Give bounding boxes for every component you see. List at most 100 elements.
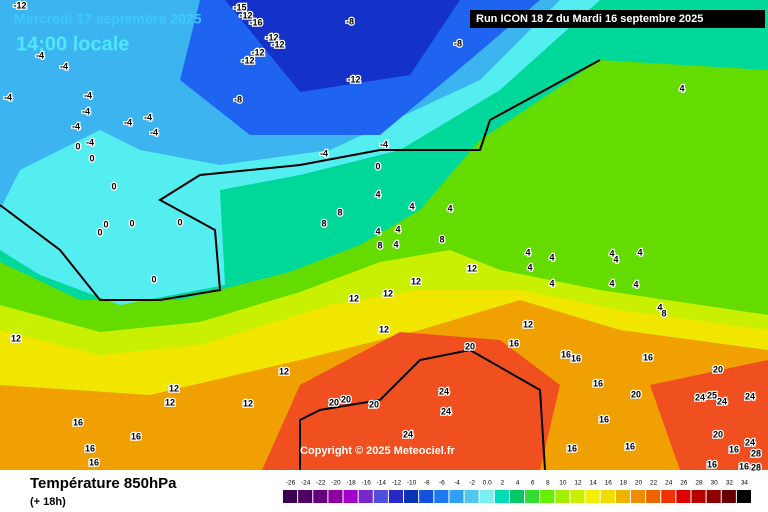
isotherm-line — [0, 59, 601, 301]
temperature-label: -4 — [72, 121, 80, 131]
scale-swatch — [298, 490, 313, 503]
temperature-label: -4 — [86, 137, 94, 147]
scale-label: 14 — [590, 480, 598, 487]
temperature-label: -12 — [251, 47, 264, 57]
temperature-label: 4 — [447, 203, 452, 213]
temperature-label: 16 — [729, 444, 739, 454]
temperature-label: 20 — [341, 394, 351, 404]
color-scale: -26 -24 -22 -20 -18 -16 -14 -12 -10 -8 -6 -4 -2 0.0 2 4… — [283, 480, 751, 503]
temperature-label: -4 — [4, 92, 12, 102]
scale-swatch — [328, 490, 343, 503]
scale-swatch — [661, 490, 676, 503]
temperature-label: 16 — [567, 443, 577, 453]
temperature-label: 25 — [707, 390, 717, 400]
scale-swatch — [283, 490, 298, 503]
temperature-label: 4 — [613, 254, 618, 264]
scale-label: 22 — [650, 480, 658, 487]
temperature-label: 0 — [375, 161, 380, 171]
temperature-label: -15 — [233, 2, 246, 12]
temperature-label: 12 — [383, 288, 393, 298]
scale-swatch — [706, 490, 721, 503]
temperature-label: 16 — [593, 378, 603, 388]
temperature-label: 16 — [85, 443, 95, 453]
scale-swatch — [404, 490, 419, 503]
temperature-label: 4 — [633, 279, 638, 289]
scale-label: -24 — [301, 480, 311, 487]
temperature-label: 4 — [679, 83, 684, 93]
temperature-label: 24 — [441, 406, 451, 416]
isotherm-line — [299, 348, 546, 471]
temperature-label: 4 — [527, 262, 532, 272]
temperature-label: 0 — [89, 153, 94, 163]
scale-label: -6 — [439, 480, 445, 487]
temperature-label: -8 — [346, 16, 354, 26]
scale-label: 20 — [635, 480, 643, 487]
temperature-label: -8 — [234, 94, 242, 104]
scale-swatch — [691, 490, 706, 503]
scale-label: 18 — [620, 480, 628, 487]
temperature-label: -4 — [36, 50, 44, 60]
scale-swatch — [464, 490, 479, 503]
temperature-label: 4 — [609, 248, 614, 258]
scale-label: 16 — [605, 480, 613, 487]
scale-label: -4 — [454, 480, 460, 487]
temperature-label: 4 — [657, 302, 662, 312]
scale-label: 6 — [531, 480, 535, 487]
temperature-label: 4 — [525, 247, 530, 257]
scale-swatch — [570, 490, 585, 503]
temperature-label: 8 — [321, 218, 326, 228]
temperature-label: 12 — [523, 319, 533, 329]
scale-swatch — [419, 490, 434, 503]
temperature-label: 24 — [695, 392, 705, 402]
temperature-label: -16 — [249, 17, 262, 27]
temperature-label: 0 — [103, 219, 108, 229]
temperature-label: -4 — [320, 148, 328, 158]
temp-band — [225, 0, 460, 92]
temperature-label: -4 — [380, 139, 388, 149]
scale-swatch — [449, 490, 464, 503]
scale-swatch — [736, 490, 751, 503]
temperature-label: 12 — [279, 366, 289, 376]
scale-swatch — [313, 490, 328, 503]
temperature-label: 8 — [439, 234, 444, 244]
scale-label: -26 — [286, 480, 296, 487]
temperature-label: 0 — [151, 274, 156, 284]
footer-title: Température 850hPa — [30, 475, 177, 492]
temperature-label: -12 — [241, 55, 254, 65]
scale-label: 12 — [574, 480, 582, 487]
temperature-label: 24 — [403, 429, 413, 439]
temperature-label: 4 — [609, 278, 614, 288]
scale-label: -12 — [392, 480, 402, 487]
temperature-label: 12 — [169, 383, 179, 393]
temperature-label: -12 — [271, 39, 284, 49]
temperature-label: 8 — [377, 240, 382, 250]
scale-label: 34 — [741, 480, 749, 487]
temperature-label: 12 — [11, 333, 21, 343]
temperature-label: 8 — [337, 207, 342, 217]
scale-label: 28 — [695, 480, 703, 487]
scale-swatch — [676, 490, 691, 503]
scale-label: 32 — [726, 480, 734, 487]
temperature-label: 4 — [375, 189, 380, 199]
temperature-label: 12 — [243, 398, 253, 408]
copyright: Copyright © 2025 Meteociel.fr — [300, 445, 456, 457]
temperature-label: -12 — [239, 10, 252, 20]
scale-swatch — [585, 490, 600, 503]
scale-swatch — [373, 490, 388, 503]
temperature-label: 16 — [73, 417, 83, 427]
scale-swatch — [646, 490, 661, 503]
scale-label: -10 — [407, 480, 417, 487]
temperature-label: 16 — [131, 431, 141, 441]
temp-band — [650, 360, 768, 470]
temperature-label: 8 — [661, 308, 666, 318]
temperature-label: -12 — [13, 0, 26, 10]
temperature-label: 16 — [561, 349, 571, 359]
forecast-date: Mercredi 17 septembre 2025 — [14, 11, 202, 27]
temperature-label: 16 — [599, 414, 609, 424]
scale-label: -14 — [377, 480, 387, 487]
temperature-label: -4 — [150, 127, 158, 137]
temperature-label: 4 — [549, 278, 554, 288]
scale-swatch — [479, 490, 494, 503]
temperature-label: 16 — [739, 461, 749, 471]
temperature-label: 24 — [745, 391, 755, 401]
